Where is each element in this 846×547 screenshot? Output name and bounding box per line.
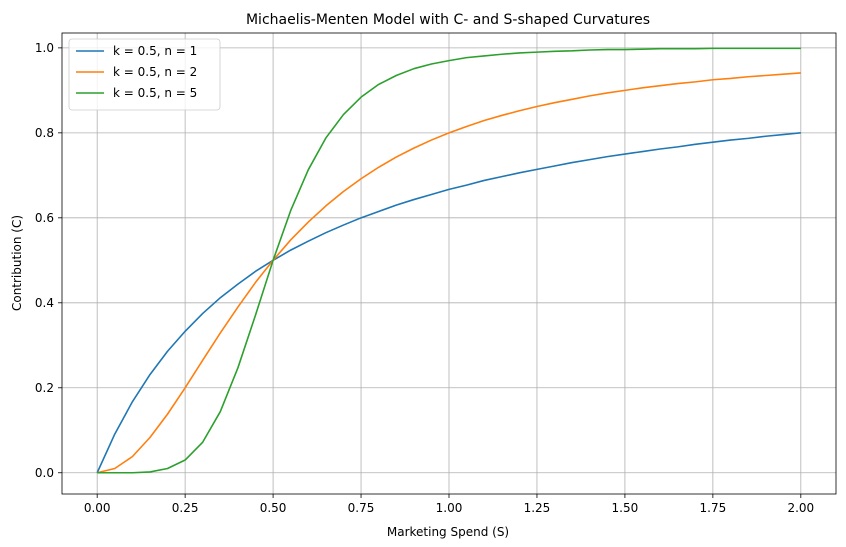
series-lines — [96, 47, 801, 474]
legend-label: k = 0.5, n = 5 — [113, 86, 197, 100]
legend-label: k = 0.5, n = 1 — [113, 44, 197, 58]
x-axis-label: Marketing Spend (S) — [387, 525, 509, 539]
y-tick-label: 1.0 — [35, 41, 54, 55]
x-tick-label: 0.00 — [84, 501, 111, 515]
y-tick-label: 0.8 — [35, 126, 54, 140]
legend-box — [68, 38, 221, 111]
series-line-3 — [97, 47, 801, 474]
series-line-2 — [96, 72, 801, 474]
x-tick-label: 1.50 — [612, 501, 639, 515]
x-tick-label: 1.25 — [524, 501, 551, 515]
x-tick-label: 2.00 — [787, 501, 814, 515]
y-tick-label: 0.2 — [35, 381, 54, 395]
x-tick-label: 0.25 — [172, 501, 199, 515]
x-tick-label: 0.50 — [260, 501, 287, 515]
y-axis: 0.0 0.2 0.4 0.6 0.8 1.0 — [35, 41, 62, 480]
legend-label: k = 0.5, n = 2 — [113, 65, 197, 79]
x-tick-label: 1.00 — [436, 501, 463, 515]
legend: k = 0.5, n = 1 k = 0.5, n = 2 k = 0.5, n =… — [68, 38, 221, 111]
y-axis-label: Contribution (C) — [10, 215, 24, 311]
y-tick-label: 0.4 — [35, 296, 54, 310]
x-axis: 0.00 0.25 0.50 0.75 1.00 1.25 1.50 1.75 2.00 — [84, 494, 814, 515]
y-tick-label: 0.6 — [35, 211, 54, 225]
x-tick-label: 0.75 — [348, 501, 375, 515]
chart-title: Michaelis-Menten Model with C- and S-sha… — [246, 12, 650, 28]
series-line-1 — [96, 132, 801, 474]
x-tick-label: 1.75 — [700, 501, 727, 515]
y-tick-label: 0.0 — [35, 466, 54, 480]
